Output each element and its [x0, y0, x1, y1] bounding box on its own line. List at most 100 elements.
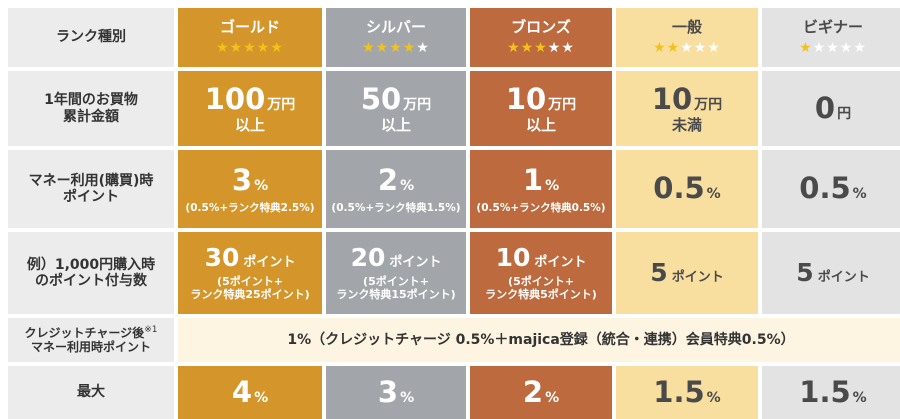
max-gold: 4%	[178, 366, 322, 419]
purchase-silver-unit: 万円	[403, 97, 432, 114]
star-filled-icon: ★	[256, 39, 271, 56]
star-empty-icon: ★	[547, 39, 562, 56]
purchase-label-line2: 累計金額	[63, 108, 119, 125]
rank-name-gold: ゴールド	[219, 18, 280, 37]
money-points-bronze-sub: (0.5%+ランク特典0.5%)	[476, 201, 606, 214]
rank-type-label: ランク種別	[56, 29, 126, 46]
rank-stars-silver: ★★★★★	[362, 40, 430, 56]
purchase-silver-value: 50	[360, 82, 402, 117]
money-points-beginner-value: 0.5	[799, 171, 851, 206]
max-bronze-value: 2	[522, 374, 544, 409]
purchase-silver-sub: 以上	[380, 115, 411, 134]
example-bronze-unit: ポイント	[534, 254, 587, 270]
star-empty-icon: ★	[561, 39, 575, 56]
star-filled-icon: ★	[402, 39, 417, 56]
max-row-label: 最大	[8, 366, 174, 419]
example-bronze-value: 10	[495, 242, 531, 272]
money-points-silver: 2% (0.5%+ランク特典1.5%)	[326, 150, 466, 228]
example-bronze: 10 ポイント (5ポイント+ ランク特典5ポイント)	[470, 232, 612, 314]
credit-label-line2: マネー利用時ポイント	[30, 340, 151, 354]
max-silver-value: 3	[377, 374, 399, 409]
max-gold-value: 4	[231, 374, 253, 409]
purchase-bronze-sub: 以上	[525, 115, 556, 134]
money-points-silver-sub: (0.5%+ランク特典1.5%)	[331, 201, 461, 214]
purchase-general-sub: 未満	[671, 115, 702, 134]
max-general: 1.5%	[616, 366, 758, 419]
purchase-gold-value: 100	[204, 82, 266, 117]
credit-points-text: 1%（クレジットチャージ 0.5%＋majica登録（統合・連携）会員特典0.5…	[287, 331, 795, 348]
credit-footnote-mark: ※1	[144, 325, 158, 336]
example-bronze-sub1: (5ポイント+	[508, 274, 574, 288]
star-empty-icon: ★	[680, 39, 694, 56]
example-row-label: 例）1,000円購入時 のポイント付与数	[8, 232, 174, 314]
money-points-silver-value: 2	[377, 163, 399, 198]
money-points-bronze-unit: %	[545, 178, 560, 195]
rank-header-beginner: ビギナー ★★★★★	[762, 8, 900, 67]
max-general-unit: %	[706, 389, 721, 406]
example-gold: 30 ポイント (5ポイント+ ランク特典25ポイント)	[178, 232, 322, 314]
rank-stars-gold: ★★★★★	[216, 40, 284, 56]
example-beginner-value: 5	[796, 257, 814, 287]
example-gold-unit: ポイント	[243, 254, 296, 270]
star-filled-icon: ★	[389, 39, 403, 56]
star-filled-icon: ★	[362, 39, 376, 56]
max-bronze-unit: %	[545, 389, 560, 406]
money-points-bronze: 1% (0.5%+ランク特典0.5%)	[470, 150, 612, 228]
rank-header-silver: シルバー ★★★★★	[326, 8, 466, 67]
example-general: 5 ポイント	[616, 232, 758, 314]
star-filled-icon: ★	[653, 39, 667, 56]
rank-type-header: ランク種別	[8, 8, 174, 67]
max-silver: 3%	[326, 366, 466, 419]
credit-points-text-cell: 1%（クレジットチャージ 0.5%＋majica登録（統合・連携）会員特典0.5…	[178, 318, 900, 362]
purchase-bronze: 10 万円 以上	[470, 71, 612, 146]
money-points-gold-unit: %	[254, 178, 269, 195]
rank-name-general: 一般	[671, 18, 702, 37]
money-points-label-line1: マネー利用(購買)時	[28, 172, 154, 189]
rank-header-bronze: ブロンズ ★★★★★	[470, 8, 612, 67]
money-points-general-unit: %	[706, 186, 721, 203]
purchase-silver: 50 万円 以上	[326, 71, 466, 146]
purchase-gold-sub: 以上	[234, 115, 265, 134]
star-empty-icon: ★	[707, 39, 721, 56]
money-points-general: 0.5%	[616, 150, 758, 228]
purchase-bronze-value: 10	[505, 82, 547, 117]
example-label-line2: のポイント付与数	[35, 273, 147, 289]
star-filled-icon: ★	[243, 39, 257, 56]
rank-stars-general: ★★★★★	[653, 40, 721, 56]
rank-name-bronze: ブロンズ	[511, 18, 571, 37]
example-gold-sub1: (5ポイント+	[217, 274, 283, 288]
example-gold-value: 30	[204, 242, 240, 272]
example-silver-sub2: ランク特典15ポイント)	[336, 288, 456, 302]
example-silver: 20 ポイント (5ポイント+ ランク特典15ポイント)	[326, 232, 466, 314]
star-filled-icon: ★	[270, 39, 284, 56]
example-silver-unit: ポイント	[389, 254, 442, 270]
money-points-row-label: マネー利用(購買)時 ポイント	[8, 150, 174, 228]
purchase-bronze-unit: 万円	[548, 97, 577, 114]
purchase-general-unit: 万円	[694, 97, 723, 114]
money-points-bronze-value: 1	[522, 163, 544, 198]
rank-name-beginner: ビギナー	[802, 18, 863, 37]
money-points-general-value: 0.5	[653, 171, 705, 206]
money-points-beginner-unit: %	[852, 186, 867, 203]
star-filled-icon: ★	[229, 39, 244, 56]
rank-stars-bronze: ★★★★★	[507, 40, 575, 56]
example-general-value: 5	[650, 257, 668, 287]
example-general-unit: ポイント	[671, 269, 724, 285]
example-bronze-sub2: ランク特典5ポイント)	[485, 288, 597, 302]
rank-header-general: 一般 ★★★★★	[616, 8, 758, 67]
purchase-row-label: 1年間のお買物 累計金額	[8, 71, 174, 146]
max-general-value: 1.5	[653, 374, 705, 409]
star-empty-icon: ★	[839, 39, 854, 56]
purchase-gold: 100 万円 以上	[178, 71, 322, 146]
money-points-label-line2: ポイント	[63, 189, 119, 205]
max-beginner-unit: %	[852, 389, 867, 406]
max-beginner-value: 1.5	[799, 374, 851, 409]
money-points-gold-sub: (0.5%+ランク特典2.5%)	[185, 201, 315, 214]
example-beginner-unit: ポイント	[817, 269, 870, 285]
max-beginner: 1.5%	[762, 366, 900, 419]
star-filled-icon: ★	[534, 39, 548, 56]
money-points-gold: 3% (0.5%+ランク特典2.5%)	[178, 150, 322, 228]
star-filled-icon: ★	[375, 39, 390, 56]
purchase-beginner-value: 0	[814, 90, 836, 125]
